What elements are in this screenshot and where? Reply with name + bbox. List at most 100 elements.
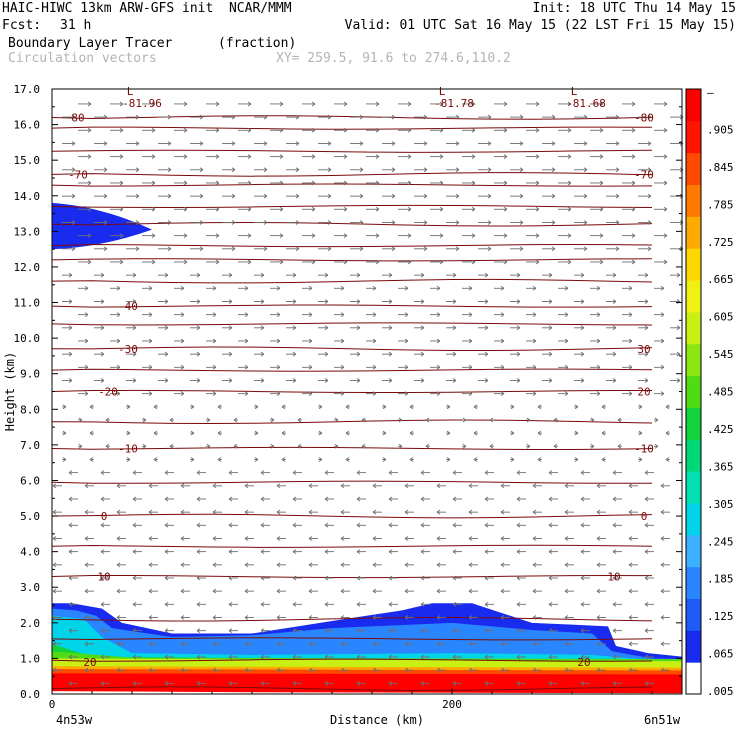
vector-arrowhead	[324, 470, 329, 476]
colorbar-label: .305	[707, 498, 734, 511]
vector-arrowhead	[388, 272, 393, 278]
vector-arrowhead	[574, 404, 579, 410]
colorbar-label: .725	[707, 236, 734, 249]
vector-arrowhead	[404, 536, 409, 541]
vector-arrowhead	[631, 101, 636, 107]
vector-arrowhead	[500, 536, 505, 541]
vector-arrowhead	[196, 299, 201, 304]
vector-arrowhead	[564, 509, 569, 515]
vector-arrowhead	[84, 509, 89, 515]
vector-arrowhead	[228, 601, 233, 607]
vector-arrowhead	[484, 654, 489, 660]
vector-arrowhead	[196, 496, 201, 502]
vector-arrowhead	[548, 628, 553, 634]
vector-arrowhead	[68, 680, 73, 686]
vector-arrowhead	[100, 575, 105, 581]
vector-arrowhead	[318, 457, 323, 462]
vector-arrowhead	[311, 154, 316, 159]
vector-arrowhead	[580, 272, 585, 278]
vector-arrowhead	[532, 312, 537, 318]
vector-arrowhead	[391, 193, 396, 199]
vector-arrowhead	[62, 457, 67, 462]
vector-arrowhead	[279, 101, 284, 107]
vector-arrowhead	[151, 101, 156, 107]
vector-arrowhead	[638, 457, 643, 462]
vector-arrowhead	[180, 509, 185, 515]
vector-arrowhead	[345, 430, 350, 436]
vector-arrowhead	[462, 443, 467, 449]
vector-arrowhead	[471, 259, 476, 265]
vector-arrowhead	[423, 114, 428, 120]
temperature-contour	[51, 686, 653, 691]
vector-arrowhead	[484, 601, 489, 607]
vector-arrowhead	[228, 575, 233, 581]
colorbar-label: .485	[707, 386, 734, 399]
y-tick-label: 14.0	[14, 190, 41, 203]
vector-arrowhead	[590, 417, 595, 423]
vector-arrowhead	[548, 680, 553, 686]
vector-arrowhead	[116, 312, 121, 318]
temperature-contour	[51, 258, 653, 262]
vector-arrowhead	[340, 615, 345, 620]
vector-arrowhead	[281, 404, 286, 410]
vector-arrowhead	[638, 404, 643, 410]
vector-arrowhead	[295, 167, 300, 173]
vector-arrowhead	[500, 312, 505, 318]
vector-arrowhead	[151, 154, 156, 159]
colorbar-label: .005	[707, 685, 734, 698]
vector-arrowhead	[68, 496, 73, 502]
vector-arrowhead	[148, 615, 153, 620]
vector-arrowhead	[532, 588, 537, 594]
low-value: -81.96	[122, 97, 162, 110]
vector-arrowhead	[471, 154, 476, 159]
vector-arrowhead	[596, 364, 601, 370]
vector-arrowhead	[516, 272, 521, 278]
vector-arrowhead	[311, 206, 316, 212]
vector-arrowhead	[535, 101, 540, 107]
vector-arrowhead	[308, 667, 313, 673]
vector-arrowhead	[356, 654, 361, 660]
vector-arrowhead	[510, 404, 515, 410]
vector-arrowhead	[340, 562, 345, 568]
vector-arrowhead	[116, 364, 121, 370]
vector-arrowhead	[276, 615, 281, 620]
vector-arrowhead	[452, 654, 457, 660]
vector-arrowhead	[260, 522, 265, 528]
low-marker: L	[571, 85, 578, 98]
vector-arrowhead	[631, 206, 636, 212]
vector-arrowhead	[628, 483, 633, 489]
vector-arrowhead	[452, 575, 457, 581]
vector-arrowhead	[84, 641, 89, 647]
vector-arrowhead	[167, 141, 172, 146]
vector-arrowhead	[551, 246, 556, 252]
vector-arrowhead	[180, 483, 185, 489]
vector-arrowhead	[455, 220, 460, 225]
vector-arrowhead	[292, 680, 297, 686]
vector-arrowhead	[420, 575, 425, 581]
vector-arrowhead	[596, 536, 601, 541]
vector-arrowhead	[116, 338, 121, 344]
vector-arrowhead	[183, 233, 188, 238]
vector-arrowhead	[260, 299, 265, 304]
vector-arrowhead	[647, 193, 652, 199]
vector-arrowhead	[116, 562, 121, 568]
vector-arrowhead	[516, 325, 521, 331]
vector-arrowhead	[612, 496, 617, 502]
vector-arrowhead	[164, 351, 169, 357]
vector-arrowhead	[388, 575, 393, 581]
vector-arrowhead	[100, 680, 105, 686]
vector-arrowhead	[409, 430, 414, 436]
vector-arrowhead	[420, 351, 425, 357]
vector-arrowhead	[164, 470, 169, 476]
vector-arrowhead	[340, 364, 345, 370]
vector-arrowhead	[212, 667, 217, 673]
vector-arrowhead	[247, 259, 252, 265]
vector-arrowhead	[532, 338, 537, 344]
vector-arrowhead	[564, 536, 569, 541]
vector-arrowhead	[644, 325, 649, 331]
vector-arrowhead	[660, 391, 665, 397]
vector-arrowhead	[537, 430, 542, 436]
vector-arrowhead	[452, 325, 457, 331]
vector-arrowhead	[215, 127, 220, 133]
vector-arrowhead	[119, 259, 124, 265]
